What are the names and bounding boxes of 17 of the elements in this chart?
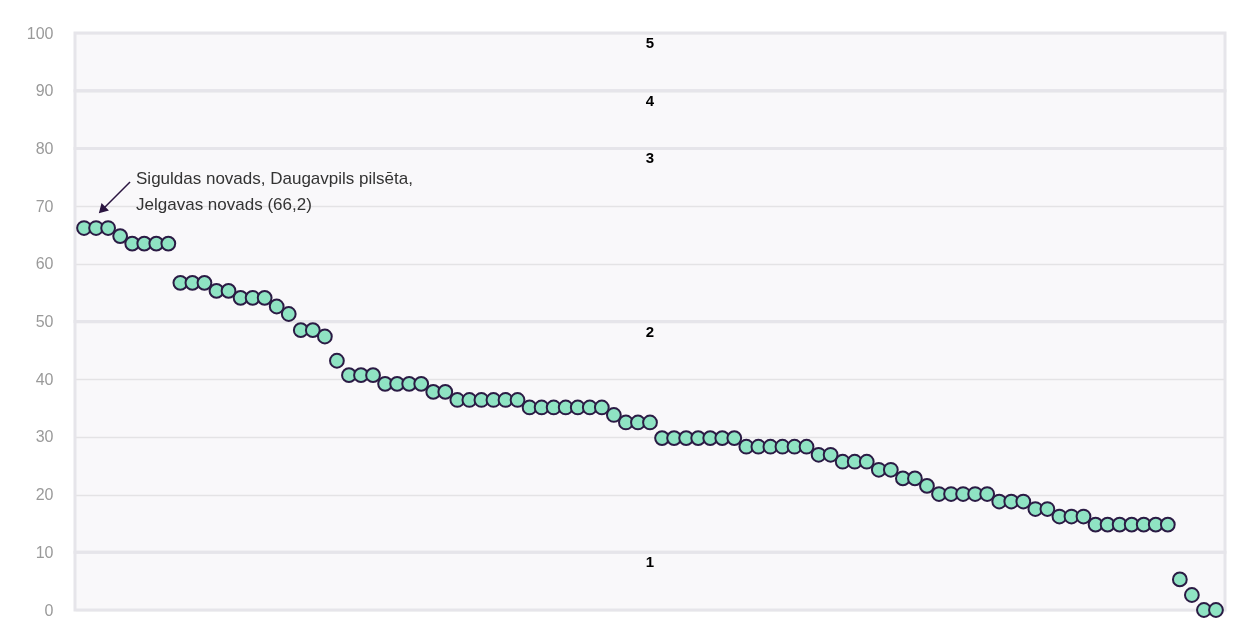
y-tick-label: 80 — [35, 139, 54, 157]
band-label: 1 — [645, 553, 655, 571]
band-label: 3 — [645, 149, 655, 167]
y-tick-label: 50 — [35, 313, 54, 330]
y-tick-label: 0 — [44, 601, 54, 619]
y-tick-label: 10 — [35, 543, 54, 561]
y-tick-label: 90 — [35, 82, 54, 100]
y-tick-label: 60 — [35, 255, 54, 273]
y-tick-label: 30 — [35, 428, 54, 446]
y-tick-label: 20 — [35, 486, 54, 504]
y-tick-label: 40 — [35, 370, 54, 388]
y-tick-label: 100 — [26, 24, 54, 42]
band-label: 5 — [645, 34, 655, 51]
band-label: 2 — [645, 322, 655, 340]
band-label: 4 — [645, 91, 655, 109]
y-tick-label: 70 — [35, 197, 54, 215]
annotation: Siguldas novads, Daugavpils pilsēta, Jelgavas novads (66,2) — [136, 169, 413, 215]
